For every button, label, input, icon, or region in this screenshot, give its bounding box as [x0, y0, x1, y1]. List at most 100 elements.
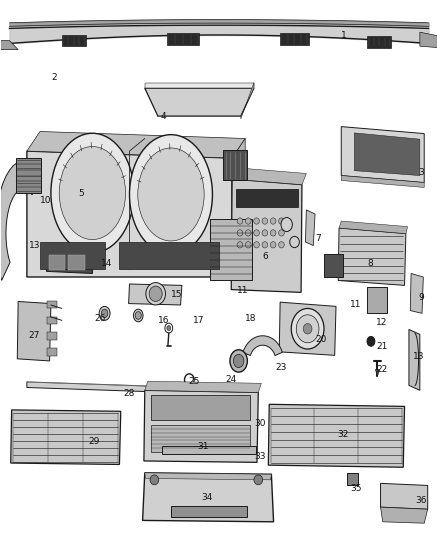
Ellipse shape: [51, 133, 134, 253]
Polygon shape: [381, 507, 427, 523]
Bar: [280, 33, 308, 45]
Text: 30: 30: [254, 419, 265, 429]
Text: 31: 31: [197, 442, 208, 451]
Text: 15: 15: [171, 290, 183, 299]
Ellipse shape: [279, 230, 284, 236]
Text: 23: 23: [276, 364, 287, 373]
Bar: [47, 301, 57, 309]
Polygon shape: [241, 83, 254, 119]
Polygon shape: [341, 127, 424, 183]
Polygon shape: [27, 151, 232, 277]
Text: 27: 27: [28, 330, 40, 340]
Ellipse shape: [233, 354, 244, 368]
Ellipse shape: [101, 309, 108, 318]
Text: 2: 2: [52, 73, 57, 82]
Polygon shape: [27, 132, 245, 158]
Text: 7: 7: [315, 234, 321, 243]
Ellipse shape: [254, 230, 259, 236]
Bar: [40, 242, 106, 269]
Ellipse shape: [303, 324, 312, 334]
Text: 11: 11: [237, 286, 248, 295]
Ellipse shape: [237, 241, 243, 248]
Polygon shape: [375, 369, 380, 376]
Polygon shape: [144, 390, 258, 462]
Bar: [151, 425, 250, 452]
Text: 13: 13: [28, 241, 40, 250]
Bar: [62, 35, 86, 46]
Text: 22: 22: [376, 365, 388, 374]
Bar: [166, 33, 199, 45]
Polygon shape: [410, 273, 424, 313]
Text: 28: 28: [123, 389, 134, 398]
Text: 34: 34: [201, 493, 213, 502]
Text: 8: 8: [367, 259, 373, 268]
Text: 1: 1: [341, 31, 347, 40]
Text: 16: 16: [158, 316, 170, 325]
Polygon shape: [354, 133, 420, 175]
Bar: [47, 349, 57, 356]
Ellipse shape: [167, 326, 171, 330]
Ellipse shape: [254, 241, 259, 248]
Text: 11: 11: [350, 301, 361, 310]
Polygon shape: [381, 483, 427, 509]
Bar: [324, 254, 343, 277]
Polygon shape: [338, 228, 406, 285]
Text: 21: 21: [376, 342, 388, 351]
Bar: [367, 36, 392, 47]
Text: 3: 3: [418, 167, 424, 176]
Polygon shape: [11, 410, 121, 464]
Ellipse shape: [290, 237, 299, 248]
Polygon shape: [243, 336, 283, 356]
Ellipse shape: [291, 309, 324, 349]
Text: 4: 4: [161, 111, 166, 120]
Bar: [119, 242, 219, 269]
Polygon shape: [232, 139, 245, 277]
Ellipse shape: [262, 230, 268, 236]
Ellipse shape: [270, 218, 276, 224]
Polygon shape: [145, 83, 254, 88]
Ellipse shape: [230, 350, 247, 372]
Polygon shape: [145, 381, 261, 392]
Polygon shape: [231, 179, 302, 293]
Polygon shape: [268, 405, 405, 467]
Bar: [47, 317, 57, 324]
Text: 6: 6: [263, 252, 268, 261]
Bar: [16, 158, 41, 193]
Ellipse shape: [270, 241, 276, 248]
Bar: [68, 255, 85, 270]
Ellipse shape: [150, 475, 159, 484]
Polygon shape: [27, 382, 171, 392]
Polygon shape: [341, 175, 424, 188]
Ellipse shape: [130, 135, 212, 254]
Polygon shape: [339, 221, 408, 233]
Bar: [237, 189, 297, 207]
Text: 5: 5: [78, 189, 84, 198]
Polygon shape: [420, 32, 437, 47]
Polygon shape: [409, 329, 420, 390]
Ellipse shape: [138, 148, 204, 241]
Polygon shape: [129, 284, 182, 305]
Ellipse shape: [270, 230, 276, 236]
Text: 9: 9: [418, 294, 424, 302]
Bar: [367, 287, 387, 313]
Ellipse shape: [367, 336, 375, 346]
Text: 20: 20: [315, 335, 326, 344]
Polygon shape: [232, 168, 306, 184]
Ellipse shape: [135, 312, 141, 319]
Text: 18: 18: [245, 314, 257, 324]
Ellipse shape: [99, 306, 110, 320]
Ellipse shape: [245, 241, 251, 248]
Bar: [223, 150, 247, 181]
Text: 36: 36: [416, 496, 427, 505]
Polygon shape: [17, 302, 51, 361]
Text: 32: 32: [337, 430, 348, 439]
Text: 10: 10: [40, 196, 52, 205]
Text: 33: 33: [254, 453, 265, 461]
Ellipse shape: [254, 218, 259, 224]
Text: 35: 35: [350, 484, 361, 494]
Bar: [347, 473, 358, 486]
Text: 14: 14: [101, 259, 113, 268]
Ellipse shape: [262, 218, 268, 224]
Bar: [47, 333, 57, 340]
Bar: [162, 446, 256, 454]
